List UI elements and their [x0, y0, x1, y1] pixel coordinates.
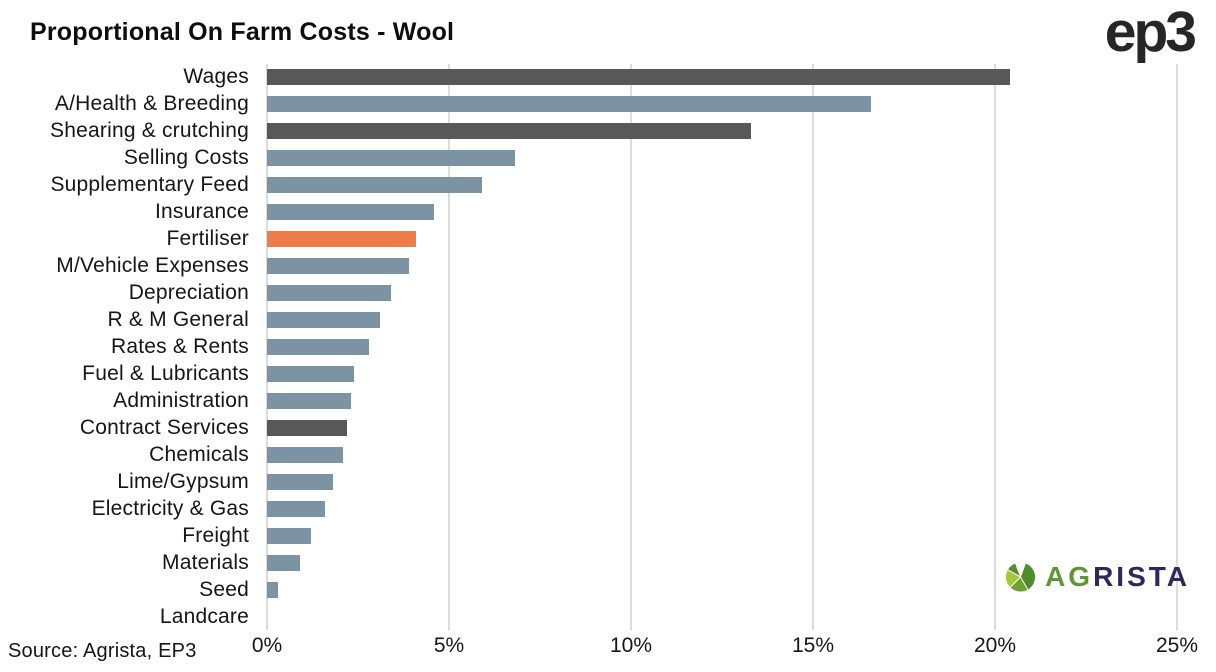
row-label: Insurance: [154, 200, 249, 224]
row-label: Landcare: [159, 604, 249, 628]
row-label: Wages: [183, 65, 249, 89]
row-label: Contract Services: [79, 415, 249, 439]
x-tick-label: 0%: [251, 634, 283, 657]
chart-row: R & M General: [0, 307, 1196, 334]
gridline: [1176, 64, 1178, 630]
row-label: Fuel & Lubricants: [82, 361, 249, 385]
bar: [267, 285, 391, 302]
chart-row: Contract Services: [0, 414, 1196, 441]
chart-row: Depreciation: [0, 280, 1196, 307]
row-label: Supplementary Feed: [50, 173, 249, 197]
chart-row: Shearing & crutching: [0, 118, 1196, 145]
bar: [267, 581, 278, 598]
agrista-logo: AGRISTA: [1005, 561, 1190, 593]
chart-row: A/Health & Breeding: [0, 91, 1196, 118]
row-label: M/Vehicle Expenses: [56, 254, 249, 278]
source-note: Source: Agrista, EP3: [8, 640, 197, 662]
bar: [267, 339, 369, 355]
gridline: [630, 64, 632, 630]
chart-rows: Wages A/Health & Breeding Shearing & crutc…: [0, 64, 1196, 630]
agrista-wordmark-suffix: RISTA: [1093, 561, 1190, 592]
bar: [267, 150, 515, 167]
bar: [267, 392, 351, 409]
row-label: Fertiliser: [166, 227, 249, 251]
row-label: Rates & Rents: [111, 335, 249, 358]
chart-row: Administration: [0, 387, 1196, 414]
row-label: Depreciation: [128, 281, 249, 305]
chart-row: Supplementary Feed: [0, 172, 1196, 199]
chart-row: Materials: [0, 549, 1196, 576]
x-tick-label: 5%: [433, 634, 465, 657]
ep3-logo: ep3: [1104, 0, 1197, 64]
bar: [267, 69, 1010, 86]
bar: [267, 473, 333, 490]
row-label: Selling Costs: [123, 146, 249, 170]
bar: [267, 500, 326, 517]
chart-row: Freight: [0, 522, 1196, 549]
row-label: Chemicals: [149, 442, 249, 466]
chart-row: Fuel & Lubricants: [0, 360, 1196, 387]
bar: [267, 96, 872, 113]
row-label: Shearing & crutching: [50, 119, 249, 143]
gridline: [812, 64, 814, 630]
chart-row: Seed: [0, 576, 1196, 603]
row-label: R & M General: [107, 308, 249, 332]
row-label: Materials: [162, 550, 249, 574]
agrista-pie-icon: [1005, 561, 1037, 593]
chart-row: Chemicals: [0, 441, 1196, 468]
agrista-wordmark: AGRISTA: [1045, 562, 1190, 592]
bar: [267, 419, 348, 436]
chart-row: Insurance: [0, 199, 1196, 226]
x-tick-label: 10%: [609, 634, 653, 657]
chart-row: Selling Costs: [0, 145, 1196, 172]
x-tick-label: 20%: [973, 634, 1017, 657]
x-tick-label: 25%: [1155, 634, 1199, 657]
row-label: Freight: [182, 523, 249, 547]
row-label: Seed: [199, 577, 249, 601]
bar: [267, 123, 752, 140]
gridline: [448, 64, 450, 630]
page-title: Proportional On Farm Costs - Wool: [30, 18, 455, 46]
bar: [267, 258, 409, 275]
chart-row: Wages: [0, 64, 1196, 91]
x-axis: 0% 5% 10% 15% 20% 25%: [0, 634, 1216, 664]
row-label: Electricity & Gas: [91, 496, 249, 520]
bar: [267, 365, 355, 382]
bar: [267, 231, 417, 248]
agrista-wordmark-prefix: AG: [1045, 561, 1094, 592]
row-label: Lime/Gypsum: [117, 469, 249, 493]
chart-row: Landcare: [0, 603, 1196, 630]
bar: [267, 177, 482, 194]
bar: [267, 312, 380, 329]
bar: [267, 204, 435, 221]
chart-row: Electricity & Gas: [0, 495, 1196, 522]
gridline: [994, 64, 996, 630]
chart-row: Fertiliser: [0, 226, 1196, 253]
x-tick-label: 15%: [791, 634, 835, 657]
chart-row: Lime/Gypsum: [0, 468, 1196, 495]
bar: [267, 527, 311, 544]
row-label: A/Health & Breeding: [54, 92, 249, 116]
bar: [267, 446, 344, 463]
bar: [267, 554, 300, 571]
chart-row: M/Vehicle Expenses: [0, 253, 1196, 280]
chart-row: Rates & Rents: [0, 334, 1196, 361]
row-label: Administration: [113, 388, 249, 412]
